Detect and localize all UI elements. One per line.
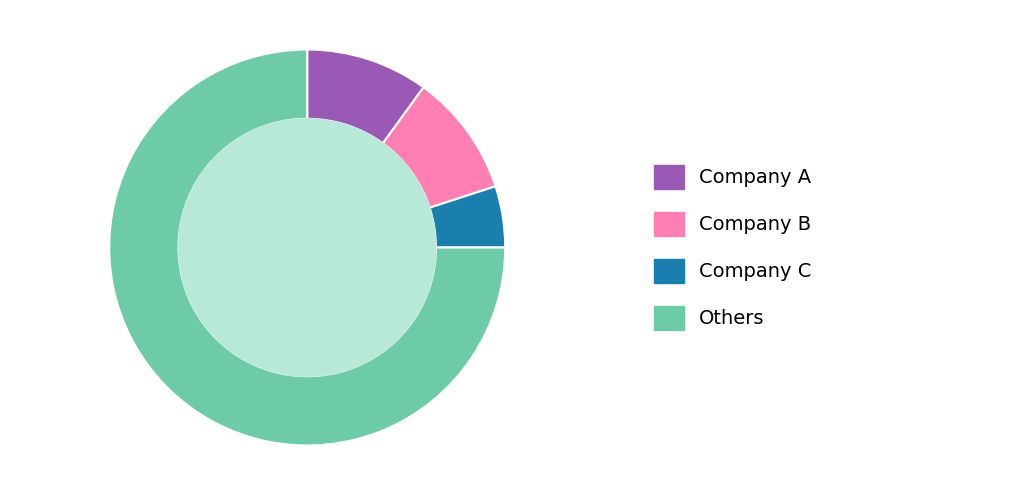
Wedge shape (383, 87, 496, 208)
Wedge shape (430, 186, 505, 248)
Wedge shape (307, 50, 424, 144)
Wedge shape (110, 50, 505, 446)
Legend: Company A, Company B, Company C, Others: Company A, Company B, Company C, Others (646, 157, 819, 338)
Circle shape (178, 119, 436, 376)
